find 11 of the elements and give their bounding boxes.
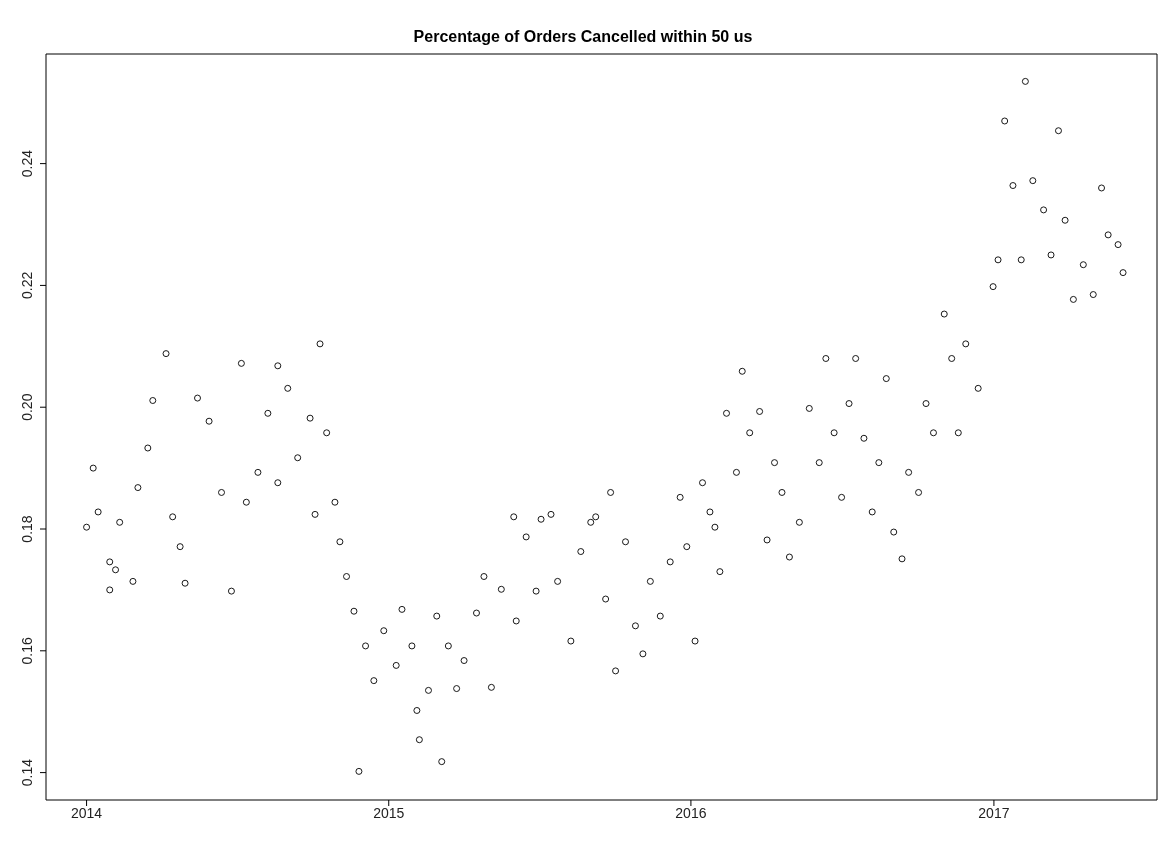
y-tick-label: 0.20 <box>19 393 35 421</box>
x-tick-label: 2014 <box>70 804 103 821</box>
y-tick-label: 0.24 <box>19 149 35 178</box>
y-tick-label: 0.14 <box>19 758 35 787</box>
y-tick-label: 0.22 <box>19 271 35 300</box>
y-tick-label: 0.18 <box>19 515 35 543</box>
chart-title: Percentage of Orders Cancelled within 50 us <box>412 28 754 47</box>
x-tick-label: 2015 <box>373 804 405 821</box>
x-tick-label: 2016 <box>675 804 707 821</box>
y-tick-label: 0.16 <box>19 636 35 665</box>
x-tick-label: 2017 <box>978 804 1010 821</box>
